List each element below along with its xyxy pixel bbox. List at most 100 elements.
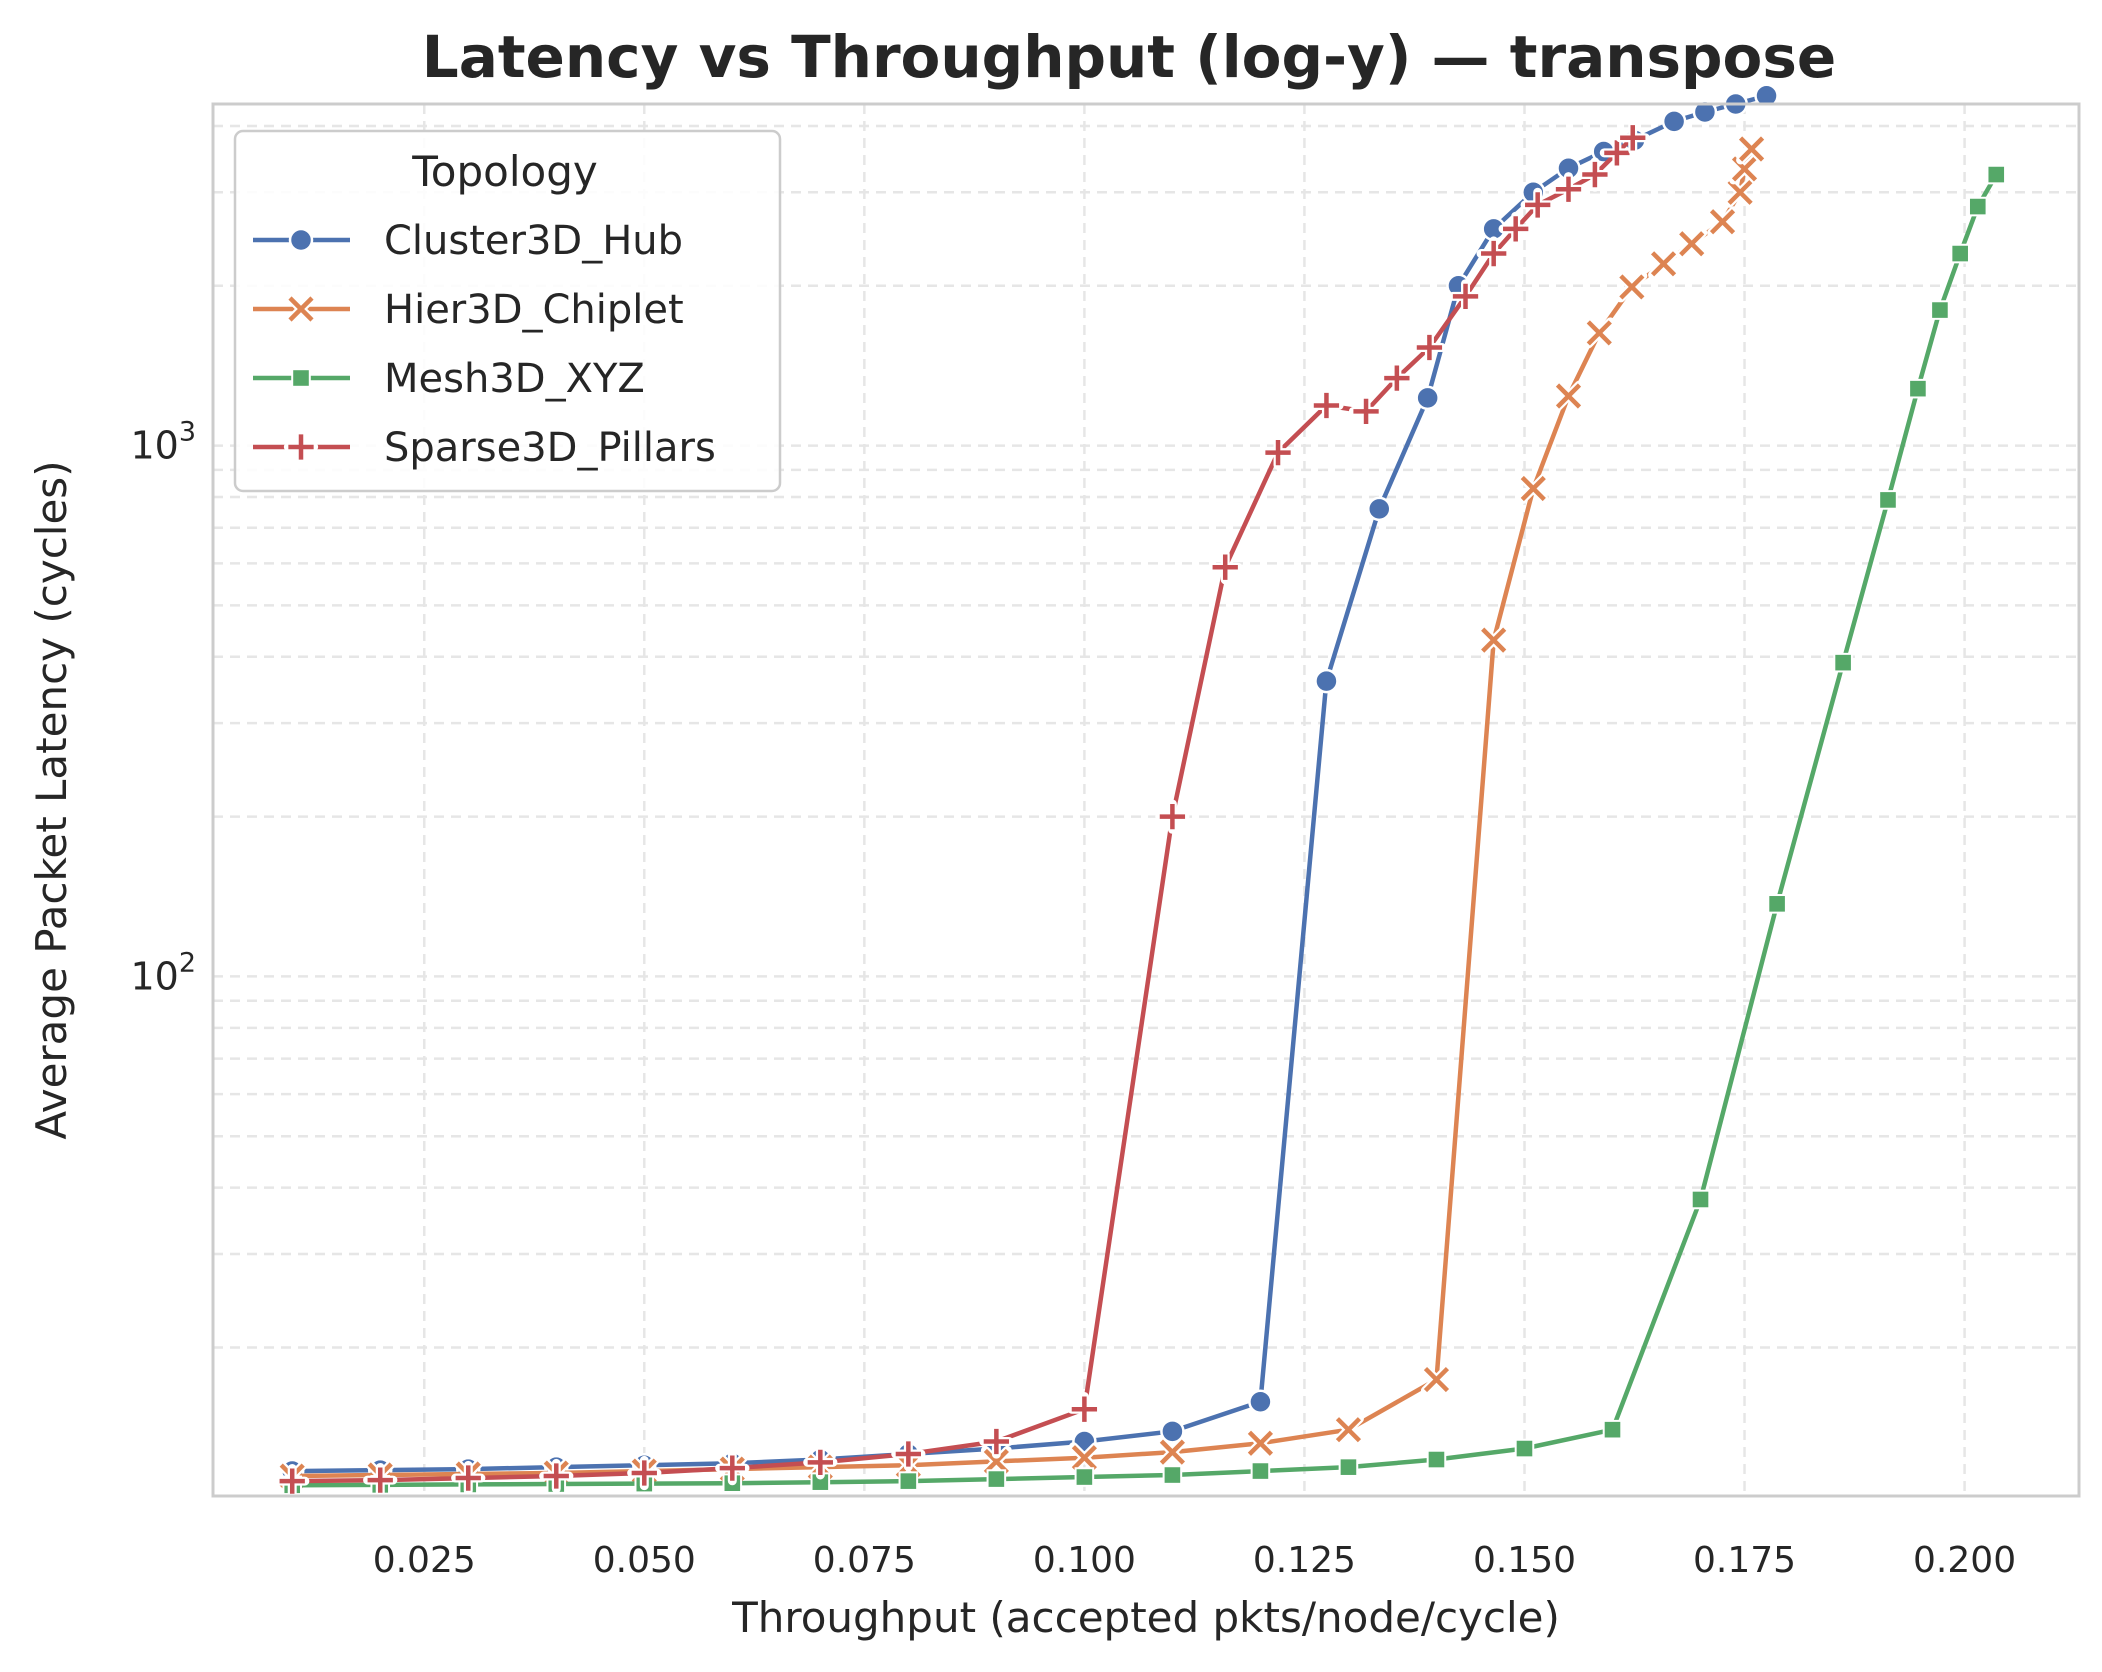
y-tick-label: 102 xyxy=(130,947,196,998)
data-point xyxy=(1244,1427,1276,1459)
data-point xyxy=(1692,99,1718,125)
data-point xyxy=(1520,187,1555,223)
data-point xyxy=(1074,1467,1095,1487)
data-point xyxy=(1833,652,1853,673)
data-point xyxy=(1967,196,1988,217)
data-point xyxy=(363,1462,398,1498)
legend: Topology Cluster3D_Hub Hier3D_Chiplet Mesh… xyxy=(233,129,782,493)
data-point xyxy=(451,1460,486,1496)
data-point xyxy=(1208,550,1243,585)
data-point xyxy=(1379,360,1414,396)
data-point xyxy=(1767,894,1787,914)
legend-label: Hier3D_Chiplet xyxy=(384,287,684,333)
data-point xyxy=(283,429,319,465)
data-point xyxy=(1707,206,1739,238)
data-point xyxy=(275,1463,310,1499)
x-tick-label: 0.025 xyxy=(373,1540,476,1581)
data-point xyxy=(1676,228,1708,260)
data-point xyxy=(288,227,314,253)
data-point xyxy=(1690,1189,1711,1210)
data-point xyxy=(1599,135,1635,170)
data-point xyxy=(1551,172,1586,207)
data-point xyxy=(1250,1461,1271,1481)
legend-title: Topology xyxy=(411,147,597,196)
x-tick-label: 0.150 xyxy=(1473,1540,1576,1581)
data-point xyxy=(986,1469,1007,1489)
legend-frame xyxy=(233,129,782,493)
data-point xyxy=(1332,1414,1364,1446)
data-point xyxy=(1448,279,1483,314)
legend-entry: Hier3D_Chiplet xyxy=(253,287,684,333)
series-layer xyxy=(275,83,2007,1499)
data-point xyxy=(1724,176,1756,208)
data-point xyxy=(1155,799,1190,834)
data-point xyxy=(1514,1438,1535,1459)
data-point xyxy=(1478,624,1510,656)
data-point xyxy=(1426,1449,1447,1470)
data-point xyxy=(1309,388,1344,423)
data-point xyxy=(539,1458,574,1494)
data-point xyxy=(898,1471,919,1491)
data-point xyxy=(1661,109,1687,134)
data-point xyxy=(1314,668,1339,694)
data-point xyxy=(1160,1419,1185,1444)
data-point xyxy=(1162,1465,1183,1485)
legend-entry: Mesh3D_XYZ xyxy=(253,356,645,402)
y-tick-label: 103 xyxy=(130,417,196,468)
data-point xyxy=(1367,496,1392,522)
data-point xyxy=(1552,380,1584,412)
legend-label: Mesh3D_XYZ xyxy=(384,356,645,402)
x-tick-label: 0.175 xyxy=(1693,1540,1796,1581)
data-point xyxy=(1602,1419,1623,1440)
data-point xyxy=(1476,236,1511,271)
data-point xyxy=(1616,271,1648,303)
data-point xyxy=(1156,1436,1188,1468)
data-point xyxy=(1248,1389,1273,1415)
data-point xyxy=(1498,211,1533,247)
series-Sparse3D_Pillars xyxy=(275,120,1650,1499)
x-tick-label: 0.200 xyxy=(1913,1540,2016,1581)
data-point xyxy=(1420,1364,1452,1396)
data-point xyxy=(1412,330,1447,365)
data-point xyxy=(285,293,317,325)
data-point xyxy=(715,1450,750,1486)
plot-frame xyxy=(211,102,2081,1498)
grid xyxy=(213,104,2079,1496)
data-point xyxy=(1878,490,1898,510)
data-point xyxy=(1067,1392,1102,1427)
data-point xyxy=(1736,133,1768,165)
data-point xyxy=(1577,157,1613,192)
x-axis-ticks: 0.025 0.050 0.075 0.100 0.125 0.150 0.175 0.200 xyxy=(373,1540,2016,1581)
legend-label: Cluster3D_Hub xyxy=(384,218,683,264)
data-point xyxy=(1908,378,1928,399)
data-point xyxy=(1754,83,1779,109)
x-tick-label: 0.100 xyxy=(1033,1540,1136,1581)
data-point xyxy=(980,1445,1012,1477)
data-point xyxy=(1260,435,1296,470)
x-tick-label: 0.125 xyxy=(1253,1540,1356,1581)
data-point xyxy=(1950,243,1970,264)
data-point xyxy=(1517,473,1549,505)
data-point xyxy=(803,1445,838,1480)
data-point xyxy=(1068,1442,1100,1474)
x-tick-label: 0.075 xyxy=(813,1540,916,1581)
legend-entry: Cluster3D_Hub xyxy=(253,218,683,264)
x-axis-label: Throughput (accepted pkts/node/cycle) xyxy=(731,1593,1560,1642)
legend-label: Sparse3D_Pillars xyxy=(384,425,716,471)
data-point xyxy=(1415,385,1440,411)
data-point xyxy=(1583,317,1615,349)
legend-items: Cluster3D_Hub Hier3D_Chiplet Mesh3D_XYZ Spa… xyxy=(253,218,716,471)
data-point xyxy=(1348,394,1384,429)
data-point xyxy=(1615,120,1650,155)
data-point xyxy=(979,1424,1014,1459)
data-point xyxy=(291,368,311,388)
y-axis-label: Average Packet Latency (cycles) xyxy=(27,460,76,1139)
chart-title: Latency vs Throughput (log-y) — transpos… xyxy=(422,23,1837,91)
data-point xyxy=(1930,300,1950,320)
legend-entry: Sparse3D_Pillars xyxy=(253,425,716,471)
data-point xyxy=(1986,164,2007,185)
data-point xyxy=(1648,248,1680,280)
data-point xyxy=(627,1455,662,1491)
y-axis-ticks: 102 103 xyxy=(130,417,196,999)
